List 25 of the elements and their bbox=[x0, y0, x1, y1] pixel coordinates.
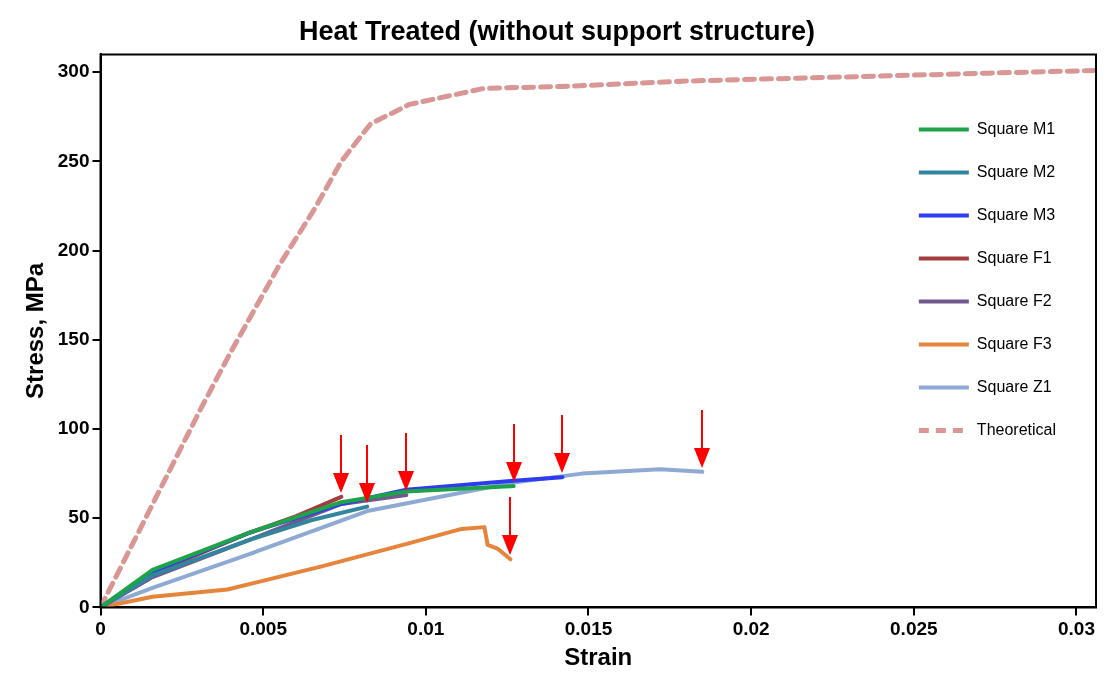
x-tick-label: 0.005 bbox=[239, 618, 288, 640]
y-tick-label: 150 bbox=[57, 328, 90, 350]
x-axis-title: Strain bbox=[564, 643, 633, 671]
x-tick-label: 0.03 bbox=[1057, 618, 1095, 640]
legend-label: Square M2 bbox=[976, 162, 1056, 180]
x-tick-label: 0 bbox=[95, 618, 106, 640]
x-tick-label: 0.025 bbox=[890, 618, 939, 640]
y-tick-label: 100 bbox=[57, 417, 90, 439]
chart-title: Heat Treated (without support structure) bbox=[298, 15, 816, 46]
x-tick-label: 0.02 bbox=[732, 618, 770, 640]
legend-label: Square F1 bbox=[976, 248, 1052, 266]
x-tick-label: 0.01 bbox=[407, 618, 445, 640]
legend-label: Theoretical bbox=[976, 420, 1057, 438]
y-tick-label: 50 bbox=[68, 506, 90, 528]
y-tick-label: 250 bbox=[57, 149, 90, 171]
legend-label: Square F3 bbox=[976, 334, 1052, 352]
y-axis-title: Stress, MPa bbox=[21, 262, 49, 399]
y-tick-label: 200 bbox=[57, 238, 90, 260]
legend-label: Square M1 bbox=[976, 119, 1056, 137]
x-tick-label: 0.015 bbox=[564, 618, 613, 640]
y-tick-label: 300 bbox=[57, 60, 90, 82]
legend-label: Square M3 bbox=[976, 205, 1056, 223]
legend-label: Square F2 bbox=[976, 291, 1052, 309]
y-tick-label: 0 bbox=[78, 595, 90, 617]
legend-label: Square Z1 bbox=[976, 377, 1052, 395]
